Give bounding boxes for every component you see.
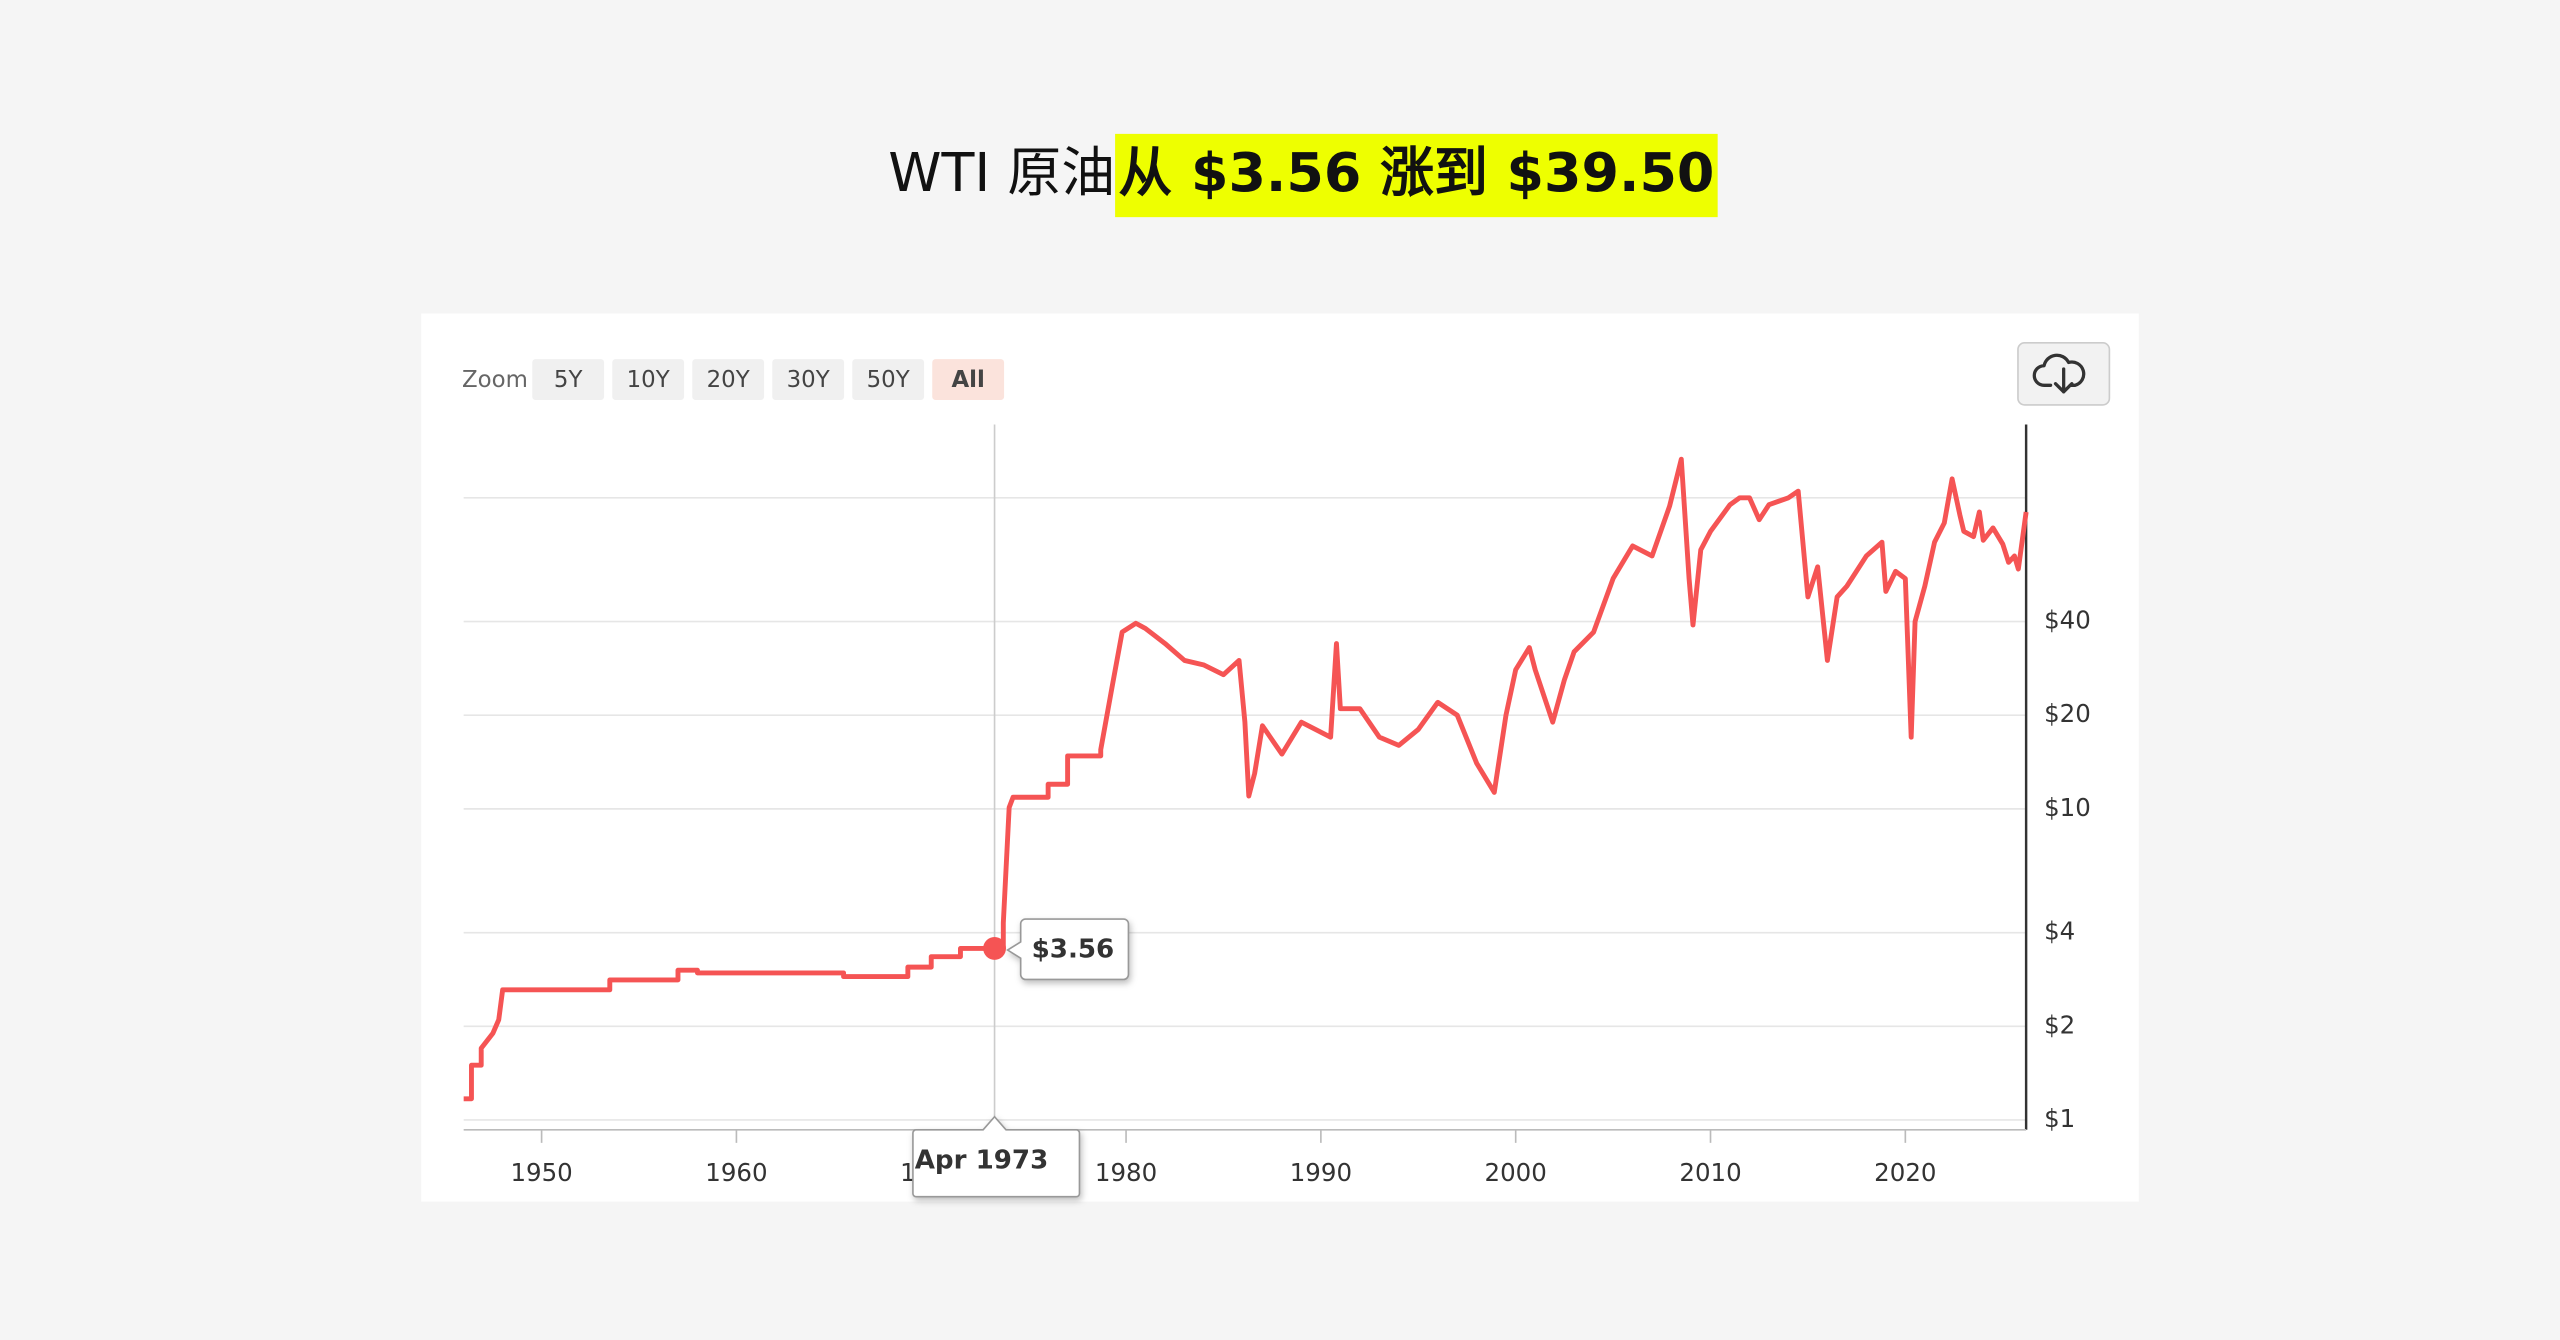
y-tick-label: $2	[2044, 1010, 2075, 1039]
zoom-button[interactable]	[612, 359, 685, 400]
data-line	[463, 456, 2029, 1102]
y-tick-label: $4	[2044, 917, 2075, 946]
zoom-button[interactable]	[852, 359, 925, 400]
zoom-label: Zoom	[462, 367, 528, 393]
zoom-button[interactable]	[932, 359, 1005, 400]
value-tooltip-label: $3.56	[1032, 935, 1115, 965]
zoom-button-label[interactable]: 20Y	[707, 367, 750, 393]
chart-card	[421, 313, 2139, 1202]
x-tick-label: 2000	[1485, 1158, 1547, 1187]
title-highlight-box	[1115, 133, 1718, 218]
zoom-button[interactable]	[692, 359, 765, 400]
zoom-button-label[interactable]: 10Y	[627, 367, 670, 393]
date-tooltip-label: Apr 1973	[915, 1145, 1049, 1175]
y-tick-label: $1	[2044, 1104, 2075, 1133]
zoom-button-label[interactable]: 50Y	[867, 367, 910, 393]
y-tick-label: $10	[2044, 793, 2091, 822]
y-tick-label: $40	[2044, 606, 2091, 635]
highlight-point	[983, 936, 1006, 960]
x-tick-label: 1950	[510, 1158, 572, 1187]
x-tick-label: 2010	[1679, 1158, 1741, 1187]
x-tick-label: 1980	[1095, 1158, 1157, 1187]
download-button[interactable]	[2017, 342, 2111, 406]
zoom-button-label[interactable]: 5Y	[554, 367, 583, 393]
zoom-button[interactable]	[772, 359, 845, 400]
zoom-button-label[interactable]: 30Y	[787, 367, 830, 393]
date-tooltip	[912, 1115, 1081, 1198]
zoom-button[interactable]	[532, 359, 605, 400]
zoom-button-label[interactable]: All	[951, 367, 984, 393]
chart-title-highlight: 从 $3.56 涨到 $39.50	[1118, 141, 1714, 204]
y-tick-label: $20	[2044, 699, 2091, 728]
x-tick-label: 2020	[1874, 1158, 1936, 1187]
value-tooltip	[1006, 918, 1130, 981]
x-tick-label: 1960	[705, 1158, 767, 1187]
download-icon[interactable]	[2032, 353, 2086, 394]
chart-title: WTI 原油	[888, 141, 1115, 204]
x-tick-label: 1990	[1290, 1158, 1352, 1187]
